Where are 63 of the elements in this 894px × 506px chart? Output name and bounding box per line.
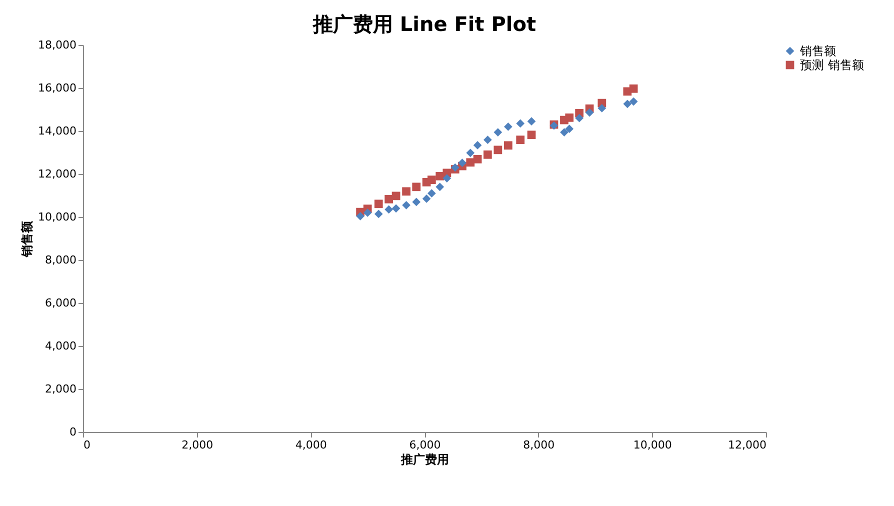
point [412, 182, 421, 192]
x-tick-label: 6,000 [409, 438, 441, 452]
point [436, 182, 444, 192]
point [504, 141, 512, 150]
point [483, 150, 492, 159]
point [483, 136, 492, 144]
legend-label: 预测 销售额 [800, 58, 864, 72]
point [374, 210, 383, 218]
point [402, 200, 410, 210]
y-tick-label: 12,000 [38, 168, 76, 180]
point [427, 189, 436, 198]
legend-label: 销售额 [799, 44, 836, 58]
x-axis-title: 推广费用 [400, 452, 449, 466]
point [473, 154, 482, 164]
point [527, 117, 536, 126]
y-tick-label: 4,000 [45, 340, 76, 352]
point [623, 100, 632, 108]
point [392, 204, 400, 213]
y-tick-label: 14,000 [38, 124, 76, 138]
point [392, 192, 400, 200]
point [374, 200, 383, 208]
point [494, 128, 502, 136]
point [356, 212, 364, 220]
point [422, 194, 431, 203]
point [442, 174, 452, 182]
y-tick-label: 10,000 [38, 210, 76, 224]
x-tick-label: 2,000 [182, 438, 214, 452]
point [585, 108, 594, 117]
point [363, 208, 372, 217]
point [516, 119, 525, 128]
point [575, 114, 584, 122]
point [412, 198, 421, 206]
point [427, 176, 436, 184]
point [560, 128, 568, 136]
point [466, 158, 475, 167]
y-axis-title: 销售额 [20, 220, 34, 258]
point [565, 113, 574, 122]
y-tick-label: 16,000 [38, 82, 76, 94]
point [384, 205, 393, 214]
y-tick-label: 8,000 [45, 254, 76, 266]
point [466, 148, 475, 158]
point [516, 136, 525, 144]
y-tick-label: 2,000 [45, 382, 76, 396]
x-tick-label: 8,000 [523, 438, 555, 452]
y-tick-label: 18,000 [38, 38, 76, 52]
x-tick-label: 0 [84, 438, 90, 452]
point [565, 124, 574, 134]
y-tick-label: 0 [70, 426, 76, 438]
point [402, 187, 410, 196]
y-tick-label: 6,000 [45, 296, 76, 310]
x-tick-label: 12,000 [728, 438, 766, 452]
point [527, 130, 536, 140]
chart-title: 推广费用 Line Fit Plot [312, 12, 537, 36]
point [458, 158, 466, 168]
point [629, 84, 638, 93]
point [504, 122, 512, 131]
point [598, 104, 606, 112]
point [629, 97, 638, 106]
point [473, 141, 482, 150]
x-tick-label: 10,000 [633, 438, 672, 452]
point [494, 146, 502, 154]
x-tick-label: 4,000 [295, 438, 327, 452]
point [384, 194, 393, 204]
